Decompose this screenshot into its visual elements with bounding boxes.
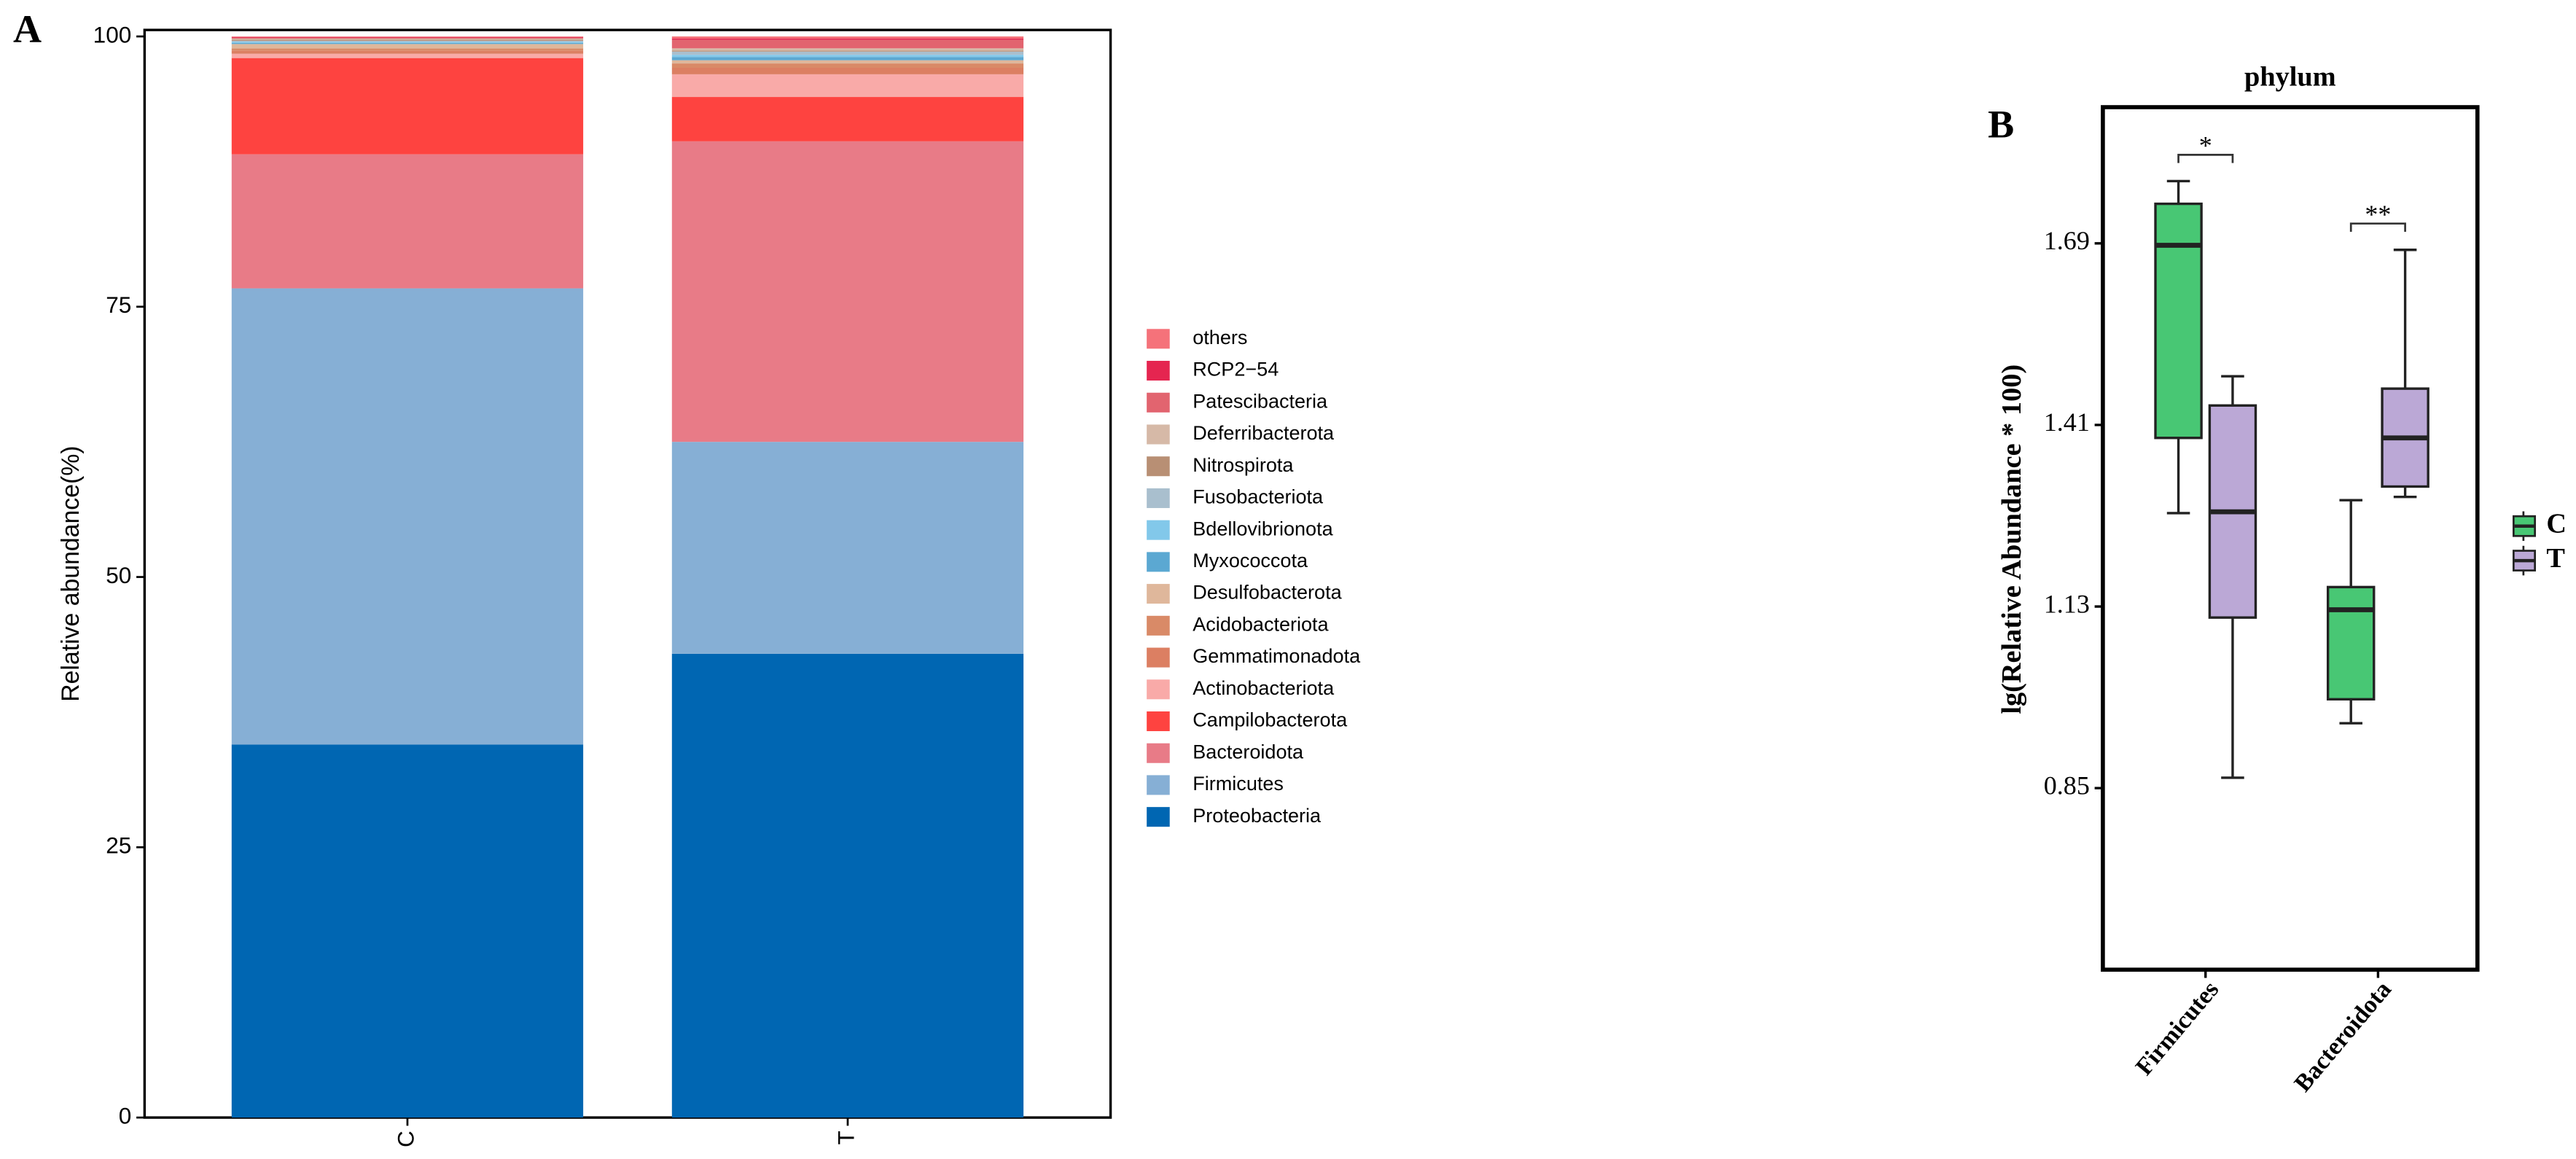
bar-segment [231, 154, 584, 289]
x-tick-label: T [832, 1131, 859, 1144]
legend-label: Campilobacterota [1193, 709, 1348, 731]
legend-swatch [1147, 807, 1170, 827]
bar-segment [671, 97, 1024, 141]
bar-segment [671, 68, 1024, 74]
bar-segment [671, 60, 1024, 64]
legend-swatch [1147, 743, 1170, 763]
chart-title: phylum [2244, 62, 2336, 93]
legend-swatch [1147, 647, 1170, 668]
bar-segment [231, 288, 584, 745]
y-tick-label: 1.69 [2044, 226, 2090, 255]
bar-segment [671, 63, 1024, 69]
legend-label: Bdellovibrionota [1193, 518, 1333, 539]
legend-swatch [1147, 456, 1170, 477]
legend-label: T [2546, 543, 2565, 574]
bar-segment [671, 48, 1024, 51]
legend-swatch [1147, 488, 1170, 508]
significance-bracket [2177, 154, 2234, 163]
bar-segment [671, 36, 1024, 39]
legend-swatch [1147, 584, 1170, 604]
plot-frame [2101, 105, 2480, 972]
bar-segment [671, 55, 1024, 58]
y-tick-label: 0 [119, 1102, 132, 1128]
legend-label: Nitrospirota [1193, 454, 1294, 476]
y-tick-label: 100 [93, 21, 132, 47]
legend-label: Desulfobacterota [1193, 582, 1342, 604]
y-axis-label: Relative abundance(%) [57, 445, 85, 701]
panel-label: B [1988, 103, 2014, 147]
bar-segment [671, 141, 1024, 442]
box [2326, 585, 2376, 701]
legend-label: Fusobacteriota [1193, 486, 1324, 508]
y-axis-label: lg(Relative Abundance * 100) [1997, 364, 2027, 714]
bar-segment [231, 42, 584, 44]
legend-label: C [2546, 509, 2567, 539]
bar-segment [671, 51, 1024, 55]
bar-segment [231, 37, 584, 39]
legend-swatch [1147, 520, 1170, 540]
plot-frame [143, 28, 1112, 1119]
y-tick-label: 0.85 [2044, 770, 2090, 800]
box [2154, 202, 2203, 440]
legend-swatch [1147, 679, 1170, 700]
significance-label: ** [2365, 200, 2391, 229]
legend-label: Deferribacterota [1193, 422, 1335, 444]
x-tick-label: Firmicutes [2131, 976, 2224, 1080]
legend-label: Firmicutes [1193, 773, 1284, 795]
bar-segment [231, 744, 584, 1118]
legend-label: Actinobacteriota [1193, 677, 1335, 699]
legend-label: Gemmatimonadota [1193, 645, 1361, 667]
legend-swatch [1147, 711, 1170, 732]
bar-segment [671, 442, 1024, 654]
legend-swatch [1147, 329, 1170, 349]
legend-swatch [1147, 361, 1170, 381]
legend-swatch [1147, 615, 1170, 636]
x-tick-label: C [392, 1131, 418, 1147]
bar-segment [671, 39, 1024, 49]
legend-swatch [1147, 424, 1170, 445]
bar-segment [231, 40, 584, 42]
bar-segment [671, 57, 1024, 61]
bar-segment [231, 36, 584, 37]
y-tick-label: 50 [106, 562, 131, 588]
significance-label: * [2199, 131, 2212, 160]
legend-label: Myxococcota [1193, 550, 1308, 571]
legend-swatch [1147, 392, 1170, 413]
bar-segment [231, 48, 584, 51]
bar-segment [231, 39, 584, 41]
legend-label: Acidobacteriota [1193, 613, 1329, 635]
y-tick-label: 1.41 [2044, 407, 2090, 437]
legend-label: Bacteroidota [1193, 741, 1304, 762]
legend-swatch [1147, 552, 1170, 572]
legend-label: RCP2−54 [1193, 359, 1279, 381]
bar-segment [231, 36, 584, 38]
bar-segment [231, 53, 584, 58]
bar-segment [231, 58, 584, 155]
bar-segment [231, 50, 584, 54]
y-tick-label: 75 [106, 292, 131, 318]
bar-segment [671, 50, 1024, 52]
legend-label: Patescibacteria [1193, 390, 1328, 412]
bar-segment [671, 653, 1024, 1118]
legend-label: others [1193, 327, 1247, 348]
legend-label: Proteobacteria [1193, 805, 1322, 827]
legend-swatch [1147, 775, 1170, 795]
y-tick-label: 25 [106, 832, 131, 859]
bar-segment [231, 44, 584, 49]
y-tick-label: 1.13 [2044, 589, 2090, 618]
x-tick-label: Bacteroidota [2290, 976, 2397, 1097]
bar-segment [671, 74, 1024, 98]
significance-bracket [2349, 222, 2406, 232]
panel-label: A [13, 7, 42, 51]
